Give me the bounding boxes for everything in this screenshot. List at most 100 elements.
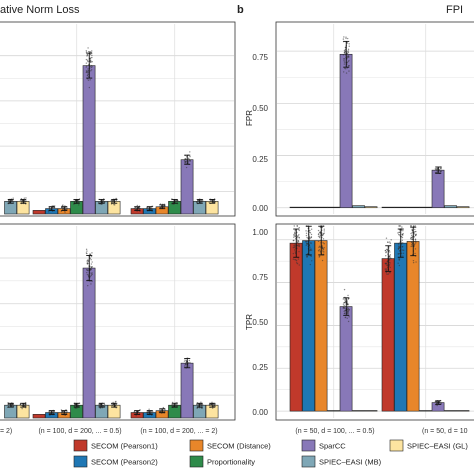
data-point [343, 49, 346, 52]
data-point [343, 71, 345, 73]
bar-secom-pearson2- [302, 206, 315, 209]
data-point [212, 200, 214, 203]
data-point [115, 400, 117, 403]
data-point [198, 403, 200, 405]
data-point [91, 50, 93, 52]
data-point [436, 171, 438, 173]
data-point [347, 313, 349, 315]
data-point [398, 259, 401, 261]
data-point [398, 245, 400, 247]
data-point [401, 249, 404, 251]
data-point [7, 403, 9, 406]
data-point [305, 240, 307, 243]
xtick-b-1: (n = 50, d = 100, ... = 0.5) [295, 428, 374, 435]
data-point [90, 268, 92, 271]
data-point [86, 262, 89, 265]
data-point [90, 255, 93, 258]
fpr-tick-000: 0.00 [252, 204, 268, 213]
legend-swatch [73, 439, 88, 452]
data-point [100, 200, 102, 203]
data-point [102, 200, 104, 202]
error-bars [7, 40, 442, 415]
data-point [310, 255, 312, 257]
data-point [298, 229, 300, 232]
data-point [322, 250, 324, 252]
data-point [90, 69, 93, 71]
bar-spiec-easi-gl- [364, 206, 378, 209]
data-point [77, 404, 79, 407]
data-point [342, 298, 344, 300]
data-point [402, 252, 405, 255]
data-point [87, 72, 89, 74]
data-point [293, 225, 295, 227]
data-point [86, 273, 89, 276]
data-point [213, 201, 216, 204]
data-point [159, 410, 162, 413]
bar-secom-pearson1- [381, 258, 395, 412]
data-point [388, 265, 391, 267]
data-point [185, 359, 187, 362]
data-point [48, 411, 50, 413]
data-point [348, 70, 350, 72]
data-point [398, 231, 401, 234]
data-point [103, 201, 106, 203]
data-point [90, 273, 93, 275]
data-point [201, 407, 203, 409]
data-point [293, 246, 296, 249]
data-point [196, 201, 198, 203]
data-point [11, 199, 14, 202]
bar-sparcc [339, 53, 353, 209]
data-point [183, 159, 186, 161]
bar-proportionality [327, 410, 340, 412]
data-point [342, 307, 345, 309]
bar-spiec-easi-mb- [352, 205, 365, 209]
data-point [53, 206, 56, 209]
data-point [323, 230, 325, 232]
data-point [146, 207, 148, 210]
data-point [344, 297, 347, 300]
data-point [398, 252, 401, 255]
data-point [90, 70, 92, 72]
data-point [310, 236, 313, 238]
data-point [90, 259, 92, 261]
data-point [305, 234, 308, 237]
data-point [66, 410, 68, 413]
bar-secom-pearson1- [32, 210, 46, 215]
data-point [411, 228, 413, 231]
data-point [189, 155, 191, 158]
data-point [298, 264, 300, 266]
data-point [389, 257, 391, 259]
data-point [310, 233, 313, 236]
data-point [213, 403, 215, 406]
data-point [76, 199, 79, 202]
data-point [61, 412, 63, 414]
data-point [293, 242, 295, 245]
data-point [12, 197, 14, 199]
data-point [309, 232, 312, 234]
data-point [348, 60, 350, 62]
data-point [12, 404, 15, 406]
data-point [294, 251, 296, 253]
data-point [49, 414, 51, 417]
data-point [91, 261, 93, 263]
data-point [151, 412, 153, 414]
data-point [397, 248, 400, 250]
data-point [319, 250, 322, 252]
data-point [310, 248, 312, 250]
data-point [90, 61, 92, 63]
data-point [62, 204, 64, 206]
data-point [389, 254, 392, 256]
bar-secom-pearson2- [394, 242, 407, 412]
data-point [163, 410, 165, 412]
data-point [317, 235, 320, 237]
data-point [310, 249, 313, 251]
data-point [89, 268, 91, 270]
legend-swatch [301, 439, 316, 452]
fpr-tick-025: 0.25 [252, 155, 268, 164]
data-point [344, 309, 346, 312]
data-point [346, 55, 349, 58]
data-point [388, 255, 390, 258]
data-point [322, 238, 325, 240]
data-point [297, 258, 300, 260]
bar-spiec-easi-mb- [444, 205, 457, 209]
